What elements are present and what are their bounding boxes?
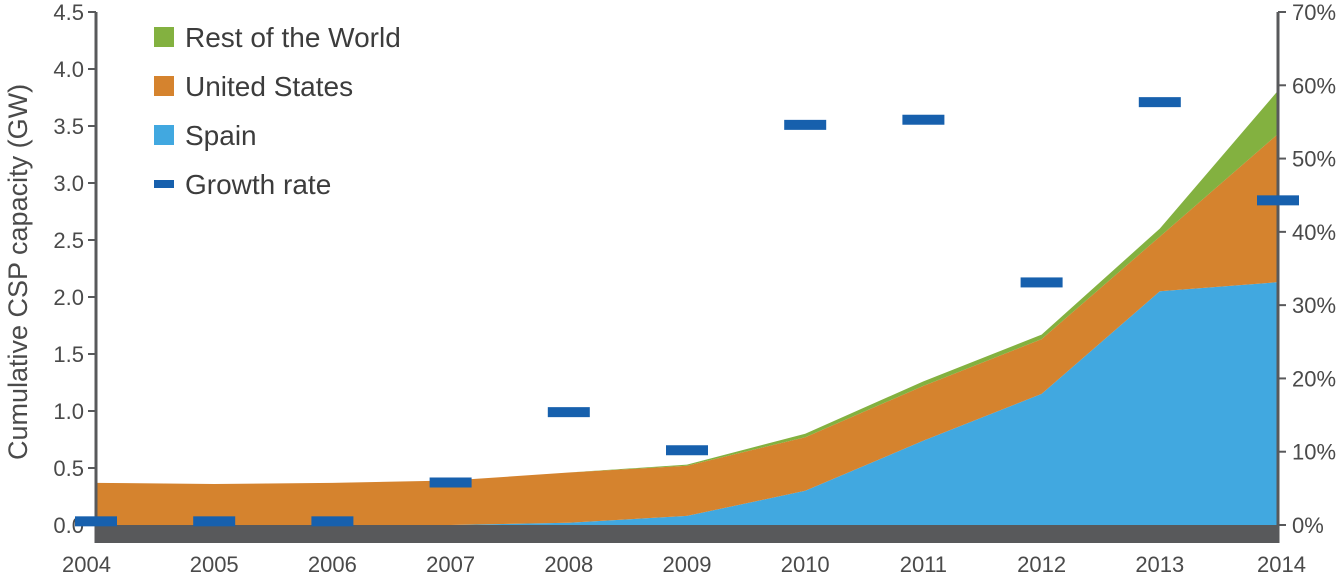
left-tick-label: 4.0 (53, 57, 84, 82)
right-tick-label: 0% (1292, 513, 1324, 538)
growth-rate-marker-2007 (429, 477, 472, 488)
left-tick-label: 3.0 (53, 171, 84, 196)
legend-label-rest-of-the-world: Rest of the World (185, 22, 401, 53)
x-tick-label-2005: 2005 (190, 552, 239, 577)
growth-rate-marker-2012 (1020, 277, 1063, 288)
growth-rate-marker-2011 (902, 114, 945, 125)
left-tick-label: 1.5 (53, 342, 84, 367)
left-tick-label: 3.5 (53, 114, 84, 139)
x-tick-label-2006: 2006 (308, 552, 357, 577)
x-tick-label-2004: 2004 (62, 552, 111, 577)
legend-label-growth-rate: Growth rate (185, 169, 331, 200)
right-tick-label: 30% (1292, 293, 1336, 318)
legend-label-united-states: United States (185, 71, 353, 102)
x-tick-label-2013: 2013 (1135, 552, 1184, 577)
growth-rate-marker-2009 (666, 445, 708, 456)
y-axis-title: Cumulative CSP capacity (GW) (3, 84, 33, 460)
growth-rate-marker-2013 (1138, 97, 1181, 108)
x-tick-label-2014: 2014 (1257, 552, 1306, 577)
legend-swatch-spain (154, 125, 174, 145)
left-tick-label: 4.5 (53, 0, 84, 25)
legend-label-spain: Spain (185, 120, 257, 151)
x-axis-ticks: 2004 2005 2006 2007 2008 2009 2010 2011 2012 2013… (62, 552, 1306, 577)
x-tick-label-2010: 2010 (781, 552, 830, 577)
x-tick-label-2012: 2012 (1017, 552, 1066, 577)
legend-swatch-growth-rate (154, 180, 174, 188)
x-tick-label-2009: 2009 (663, 552, 712, 577)
area-series-group (96, 90, 1278, 526)
x-axis-base-band (96, 525, 1278, 543)
left-tick-label: 2.0 (53, 285, 84, 310)
legend-swatch-united-states (154, 76, 174, 96)
growth-rate-marker-2005 (193, 516, 236, 527)
area-united-states (96, 133, 1278, 526)
growth-rate-markers (75, 97, 1299, 527)
right-y-axis-ticks: 0% 10% 20% 30% 40% 50% 60% 70% (1278, 0, 1336, 538)
growth-rate-marker-2010 (784, 119, 827, 130)
growth-rate-marker-2004 (75, 516, 117, 527)
left-tick-label: 2.5 (53, 228, 84, 253)
left-y-axis-ticks: 0.00.51.01.52.02.53.03.54.04.5 (53, 0, 96, 538)
legend-swatch-rest-of-the-world (154, 27, 174, 47)
right-tick-label: 10% (1292, 440, 1336, 465)
left-tick-label: 1.0 (53, 399, 84, 424)
growth-rate-marker-2008 (547, 407, 590, 418)
right-tick-label: 50% (1292, 147, 1336, 172)
right-tick-label: 20% (1292, 366, 1336, 391)
x-tick-label-2008: 2008 (544, 552, 593, 577)
left-tick-label: 0.5 (53, 456, 84, 481)
area-spain (96, 282, 1278, 525)
x-tick-label-2011: 2011 (900, 552, 947, 577)
right-tick-label: 40% (1292, 220, 1336, 245)
right-tick-label: 70% (1292, 0, 1336, 25)
growth-rate-marker-2014 (1257, 195, 1299, 206)
right-tick-label: 60% (1292, 73, 1336, 98)
x-tick-label-2007: 2007 (426, 552, 475, 577)
chart-legend: Rest of the World United States Spain Growt… (154, 22, 401, 200)
growth-rate-marker-2006 (311, 516, 354, 527)
